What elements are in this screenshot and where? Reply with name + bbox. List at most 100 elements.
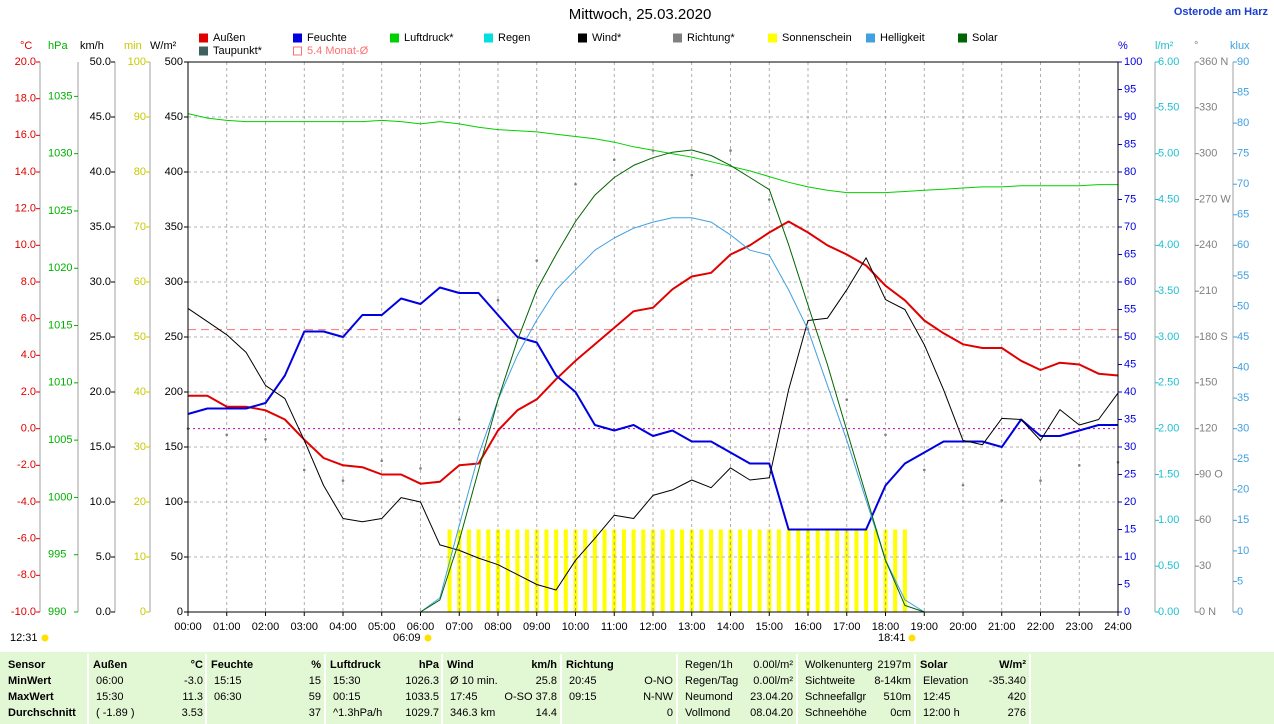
y-tick-label: 50 — [171, 551, 183, 563]
stats-label: 09:15 — [569, 691, 597, 703]
y-tick-label: 55 — [1237, 270, 1249, 282]
direction-dot — [574, 182, 577, 186]
direction-dot — [380, 459, 384, 463]
y-tick-label: -10.0 — [11, 606, 36, 618]
y-tick-label: 4.00 — [1158, 239, 1179, 251]
sunshine-bar — [505, 529, 510, 612]
stats-value: 1033.5 — [405, 691, 439, 703]
y-tick-label: 30.0 — [90, 276, 111, 288]
y-tick-label: 25 — [1237, 453, 1249, 465]
y-tick-label: 25.0 — [90, 331, 111, 343]
y-tick-label: 85 — [1124, 138, 1136, 150]
y-tick-label: 35.0 — [90, 221, 111, 233]
y-tick-label: 4.50 — [1158, 193, 1179, 205]
y-tick-label: 30 — [1237, 423, 1249, 435]
x-tick-label: 06:00 — [407, 621, 435, 633]
y-tick-label: 85 — [1237, 86, 1249, 98]
sunshine-bar — [476, 529, 481, 612]
sunrise-label: 06:09 — [393, 632, 421, 644]
x-tick-label: 02:00 — [252, 621, 280, 633]
y-tick-label: 40 — [1124, 386, 1136, 398]
y-tick-label: 150 — [165, 441, 183, 453]
sunshine-bar — [815, 529, 820, 612]
y-tick-label: 10 — [1237, 545, 1249, 557]
y-tick-label: 270 W — [1199, 193, 1231, 205]
stats-label: Regen/1h — [685, 659, 733, 671]
legend-label: Außen — [213, 32, 245, 44]
y-tick-label: 30 — [134, 441, 146, 453]
stats-unit: % — [311, 659, 321, 671]
sunshine-bar — [525, 529, 530, 612]
stats-label: 00:15 — [333, 691, 361, 703]
stats-header: Richtung — [566, 659, 614, 671]
y-tick-label: 8.0 — [21, 276, 36, 288]
direction-dot — [690, 173, 694, 177]
y-tick-label: 10 — [134, 551, 146, 563]
stats-header: Wind — [447, 659, 474, 671]
axis-unit: l/m² — [1155, 40, 1174, 52]
y-tick-label: 60 — [1124, 276, 1136, 288]
sunshine-bar — [806, 529, 810, 612]
series-line — [187, 257, 1119, 591]
x-tick-label: 00:00 — [174, 621, 202, 633]
chart-title: Mittwoch, 25.03.2020 — [569, 6, 712, 23]
y-tick-label: 30 — [1124, 441, 1136, 453]
direction-dot — [612, 158, 616, 162]
y-tick-label: 55 — [1124, 303, 1136, 315]
y-tick-label: 500 — [165, 56, 183, 68]
sunshine-bar — [583, 529, 588, 612]
stats-value: 14.4 — [536, 707, 557, 719]
x-tick-label: 10:00 — [562, 621, 590, 633]
y-tick-label: 1030 — [48, 148, 72, 160]
sunshine-bar — [757, 529, 762, 612]
sunshine-bar — [864, 529, 869, 612]
direction-dot — [961, 483, 965, 487]
sunshine-bar — [651, 529, 655, 612]
sunshine-bar — [515, 529, 520, 612]
y-tick-label: 15.0 — [90, 441, 111, 453]
y-tick-label: -8.0 — [17, 569, 36, 581]
axis-unit: ° — [1194, 40, 1198, 52]
y-tick-label: 1015 — [48, 319, 72, 331]
y-tick-label: 3.50 — [1158, 285, 1179, 297]
stats-label: Vollmond — [685, 707, 730, 719]
y-tick-label: 80 — [1124, 166, 1136, 178]
sunshine-bar — [699, 529, 704, 612]
y-tick-label: 0 N — [1199, 606, 1216, 618]
y-tick-label: 70 — [1124, 221, 1136, 233]
stats-label: Ø 10 min. — [450, 675, 498, 687]
y-tick-label: 400 — [165, 166, 183, 178]
y-tick-label: 990 — [48, 606, 66, 618]
y-tick-label: 75 — [1124, 193, 1136, 205]
stats-label: Schneefallgr — [805, 691, 866, 703]
y-tick-label: 100 — [128, 56, 146, 68]
series-line — [187, 286, 1118, 531]
legend-swatch — [390, 33, 399, 43]
sunshine-bar — [709, 529, 714, 612]
y-tick-label: 90 — [1124, 111, 1136, 123]
sunshine-bar — [554, 529, 559, 612]
axis-unit: min — [124, 40, 142, 52]
y-tick-label: 0.50 — [1158, 560, 1179, 572]
legend-swatch — [293, 33, 302, 43]
y-tick-label: 20.0 — [15, 56, 36, 68]
y-tick-label: 40 — [134, 386, 146, 398]
x-tick-label: 22:00 — [1027, 621, 1055, 633]
x-tick-label: 01:00 — [213, 621, 241, 633]
sunshine-bar — [718, 529, 723, 612]
y-tick-label: -4.0 — [17, 496, 36, 508]
axis-unit: % — [1118, 40, 1128, 52]
sun-icon — [41, 634, 49, 642]
stats-value: N-NW — [643, 691, 674, 703]
stats-value: 11.3 — [182, 691, 203, 703]
stats-unit: °C — [191, 659, 203, 671]
y-tick-label: 40.0 — [90, 166, 111, 178]
y-tick-label: 6.00 — [1158, 56, 1179, 68]
legend-swatch — [293, 46, 302, 56]
sunshine-bar — [767, 529, 772, 612]
y-tick-label: 60 — [1237, 239, 1249, 251]
sunshine-bar — [641, 529, 646, 612]
stats-header: Außen — [93, 659, 128, 671]
y-tick-label: 2.00 — [1158, 423, 1179, 435]
stats-header: Sensor — [8, 659, 46, 671]
